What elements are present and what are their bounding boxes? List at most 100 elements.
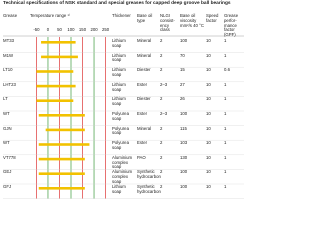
cell: 15 xyxy=(180,67,185,73)
cell: 10 xyxy=(206,38,211,43)
cell: 0.6 xyxy=(224,67,230,73)
temp-tick-label: 100 xyxy=(67,27,75,32)
temp-range-bar xyxy=(36,70,74,73)
cell: Mineral xyxy=(137,52,152,58)
cell: 100 xyxy=(180,184,188,189)
cell: MT33 xyxy=(3,38,14,43)
column-header: NLGI consist-ency class xyxy=(160,13,175,33)
cell: GEJ xyxy=(3,169,12,175)
cell: Polyurea soap xyxy=(112,111,129,121)
title: Technical specifications of NSK standard… xyxy=(3,1,231,6)
cell: Diester xyxy=(137,67,151,73)
cell: Lithium soap xyxy=(112,81,126,92)
cell: 1 xyxy=(224,52,227,58)
cell: 1 xyxy=(224,154,227,160)
cell: 1 xyxy=(224,125,227,131)
cell: M1W xyxy=(3,52,14,58)
cell: 10 xyxy=(206,67,211,73)
cell: 1 xyxy=(224,38,227,43)
cell: Aluminium complex soap xyxy=(112,154,133,170)
cell: Synthetic hydrocarbon xyxy=(137,169,161,180)
temp-tick-label: -50 xyxy=(33,27,40,32)
temp-range-bar xyxy=(45,128,85,132)
cell: 100 xyxy=(180,169,188,175)
temp-range-bar xyxy=(36,84,76,88)
cell: Lithium soap xyxy=(112,67,126,77)
cell: PAO xyxy=(137,154,146,160)
cell: 10 xyxy=(206,169,211,175)
cell: WT xyxy=(3,111,10,116)
cell: 2 xyxy=(160,184,163,189)
cell: 1 xyxy=(224,96,227,102)
temp-range-bar xyxy=(38,187,85,190)
cell: 27 xyxy=(180,81,185,87)
cell: Lithium soap xyxy=(112,96,126,107)
cell: LT xyxy=(3,96,8,102)
temp-range-bar xyxy=(38,157,85,161)
cell: 1 xyxy=(224,81,227,87)
cell: Mineral xyxy=(137,38,152,43)
cell: 10 xyxy=(206,125,211,131)
column-header: Grease perfor-mance factor (GPF) xyxy=(224,13,239,38)
column-header: Base oil type xyxy=(137,13,153,23)
cell: 2 xyxy=(160,140,163,146)
cell: 10 xyxy=(206,96,211,102)
cell: WT xyxy=(3,140,10,146)
temp-tick-label: 150 xyxy=(79,27,87,32)
cell: Aluminium complex soap xyxy=(112,169,133,184)
cell: GFJ xyxy=(3,184,12,189)
cell: Ester xyxy=(137,111,148,116)
cell: Lithium soap xyxy=(112,38,126,48)
temp-range-bar xyxy=(41,55,78,59)
cell: 115 xyxy=(180,125,187,131)
temp-range-bar xyxy=(41,41,76,44)
cell: LT10 xyxy=(3,67,13,73)
temperature-chart: -50 0 50 100 150 200 250 xyxy=(3,27,244,199)
temp-tick-label: 50 xyxy=(57,27,62,32)
cell: Lithium soap xyxy=(112,184,126,194)
cell: 130 xyxy=(180,154,188,160)
cell: 2 xyxy=(160,96,163,102)
column-header: Temperature range ¹⁾ xyxy=(30,13,70,18)
cell: 2 xyxy=(160,67,163,73)
cell: Synthetic hydrocarbon xyxy=(137,184,161,194)
cell: Polyurea soap xyxy=(112,125,129,136)
column-header: Grease xyxy=(3,13,18,18)
cell: Diester xyxy=(137,96,151,102)
cell: 100 xyxy=(180,38,188,43)
cell: 10 xyxy=(206,184,211,189)
cell: 10 xyxy=(206,81,211,87)
cell: 26 xyxy=(180,96,185,102)
cell: 2–3 xyxy=(160,111,168,116)
cell: 10 xyxy=(206,52,211,58)
cell: 10 xyxy=(206,154,211,160)
temp-range-bar xyxy=(38,114,85,117)
cell: Lithium soap xyxy=(112,52,126,63)
column-header: Base oil viscosity mm²/s 40 °C xyxy=(180,13,204,28)
cell: 2 xyxy=(160,125,163,131)
page: Technical specifications of NSK standard… xyxy=(3,1,244,199)
cell: 2 xyxy=(160,154,163,160)
cell: 1 xyxy=(224,169,227,175)
temp-range-bar xyxy=(38,143,90,146)
cell: 10 xyxy=(206,111,211,116)
cell: 103 xyxy=(180,140,188,146)
cell: 1 xyxy=(224,140,227,146)
temp-tick-label: 0 xyxy=(47,27,50,32)
temp-range-bar xyxy=(36,99,74,102)
cell: 2–3 xyxy=(160,81,168,87)
cell: Mineral xyxy=(137,125,152,131)
cell: 2 xyxy=(160,169,163,175)
temp-range-bar xyxy=(38,172,85,175)
cell: LHT23 xyxy=(3,81,16,87)
column-header: Thickener xyxy=(112,13,131,18)
cell: Ester xyxy=(137,81,148,87)
cell: VT778 xyxy=(3,154,16,160)
cell: 1 xyxy=(224,111,227,116)
temp-tick-label: 200 xyxy=(90,27,98,32)
temp-tick-label: 250 xyxy=(102,27,110,32)
cell: 10 xyxy=(206,140,211,146)
cell: Polyurea soap xyxy=(112,140,129,150)
cell: 1 xyxy=(224,184,227,189)
column-header: Speed factor xyxy=(206,13,219,23)
